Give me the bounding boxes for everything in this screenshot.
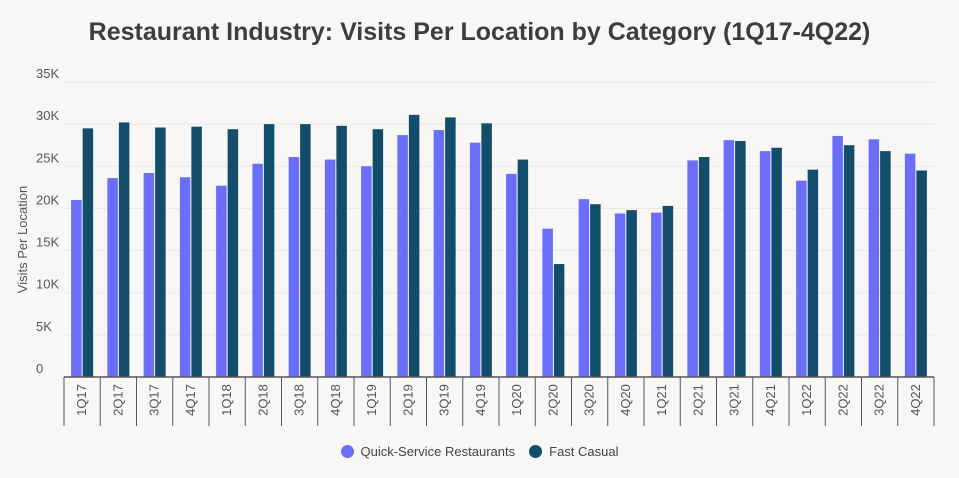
x-tick-label: 2Q18 <box>255 384 270 416</box>
bar-quick-service <box>71 200 82 377</box>
bar-quick-service <box>759 151 771 377</box>
bar-quick-service <box>796 180 807 377</box>
x-tick-label: 1Q22 <box>799 384 814 416</box>
bar-quick-service <box>216 185 227 377</box>
bar-chart: 0 5K 10K 15K 20K 25K 30K 35K Visits Per Location… <box>15 66 935 426</box>
x-tick-label: 2Q19 <box>400 384 415 416</box>
x-tick-label: 1Q20 <box>509 384 524 416</box>
bar-fast-casual <box>916 170 927 377</box>
bar-quick-service <box>361 166 372 377</box>
bar-quick-service <box>687 160 698 377</box>
legend-item-fast-casual[interactable]: Fast Casual <box>529 444 619 459</box>
bar-fast-casual <box>372 129 384 377</box>
chart-title: Restaurant Industry: Visits Per Location… <box>88 18 871 46</box>
bar-fast-casual <box>408 114 420 377</box>
bar-quick-service <box>868 139 880 377</box>
y-tick-label: 35K <box>36 66 59 81</box>
x-tick-label: 1Q21 <box>654 384 669 416</box>
bar-quick-service <box>324 159 336 377</box>
bar-fast-casual <box>118 122 130 377</box>
bar-quick-service <box>288 157 300 377</box>
bar-quick-service <box>143 173 155 377</box>
x-tick-label: 2Q22 <box>835 384 850 416</box>
x-tick-label: 3Q20 <box>582 384 597 416</box>
x-tick-label: 4Q21 <box>763 384 778 416</box>
bar-quick-service <box>179 177 191 377</box>
x-tick-label: 2Q17 <box>110 384 125 416</box>
bar-quick-service <box>904 153 916 377</box>
bar-quick-service <box>723 140 735 377</box>
bar-fast-casual <box>445 117 456 378</box>
bar-fast-casual <box>517 159 529 377</box>
bar-quick-service <box>578 199 590 377</box>
bar-fast-casual <box>626 210 637 377</box>
y-tick-label: 5K <box>36 319 52 334</box>
bar-fast-casual <box>227 129 239 377</box>
bar-quick-service <box>469 142 481 377</box>
bar-fast-casual <box>843 145 855 377</box>
bar-quick-service <box>107 178 118 377</box>
bar-fast-casual <box>807 169 819 377</box>
bar-quick-service <box>433 130 445 377</box>
bar-fast-casual <box>735 141 746 377</box>
legend-item-quick-service[interactable]: Quick-Service Restaurants <box>340 444 516 459</box>
legend-swatch-quick-service <box>340 445 354 458</box>
y-tick-label: 20K <box>36 192 59 207</box>
x-tick-label: 3Q18 <box>292 384 307 416</box>
y-tick-label: 0 <box>36 361 43 376</box>
bar-quick-service <box>542 228 553 377</box>
y-tick-label: 25K <box>36 150 59 165</box>
bar-fast-casual <box>300 124 311 378</box>
x-tick-label: 4Q17 <box>183 384 198 416</box>
x-tick-label: 4Q22 <box>908 384 923 416</box>
bar-quick-service <box>614 213 626 377</box>
x-tick-label: 1Q19 <box>364 384 379 416</box>
bar-fast-casual <box>155 127 166 377</box>
bar-fast-casual <box>771 147 782 377</box>
bar-quick-service <box>252 163 263 377</box>
bar-fast-casual <box>698 157 710 377</box>
y-tick-label: 30K <box>36 108 59 123</box>
x-tick-label: 4Q18 <box>328 384 343 416</box>
legend-swatch-fast-casual <box>529 445 543 458</box>
bar-fast-casual <box>662 205 674 377</box>
x-tick-label: 3Q17 <box>147 384 162 416</box>
bar-fast-casual <box>880 151 891 377</box>
y-axis-title: Visits Per Location <box>15 186 30 293</box>
legend-label-quick-service: Quick-Service Restaurants <box>360 444 516 459</box>
x-tick-label: 3Q21 <box>727 384 742 416</box>
legend-label-fast-casual: Fast Casual <box>549 444 619 459</box>
bar-quick-service <box>832 135 843 377</box>
x-tick-label: 1Q18 <box>219 384 234 416</box>
bar-fast-casual <box>336 125 347 377</box>
bar-fast-casual <box>590 204 601 377</box>
y-tick-label: 10K <box>36 277 59 292</box>
bar-fast-casual <box>191 126 202 378</box>
bar-quick-service <box>506 173 517 377</box>
x-tick-label: 4Q20 <box>618 384 633 416</box>
bar-quick-service <box>397 135 408 377</box>
y-tick-label: 15K <box>36 235 59 250</box>
x-tick-label: 2Q21 <box>690 384 705 416</box>
x-tick-label: 3Q19 <box>437 384 452 416</box>
bar-fast-casual <box>553 264 565 377</box>
bar-quick-service <box>651 212 662 377</box>
chart-legend: Quick-Service Restaurants Fast Casual <box>0 444 959 459</box>
x-tick-label: 4Q19 <box>473 384 488 416</box>
x-tick-label: 1Q17 <box>74 384 89 416</box>
bar-fast-casual <box>82 128 94 377</box>
x-tick-label: 2Q20 <box>545 384 560 416</box>
bar-fast-casual <box>481 123 492 377</box>
x-tick-label: 3Q22 <box>872 384 887 416</box>
bar-fast-casual <box>263 124 275 378</box>
